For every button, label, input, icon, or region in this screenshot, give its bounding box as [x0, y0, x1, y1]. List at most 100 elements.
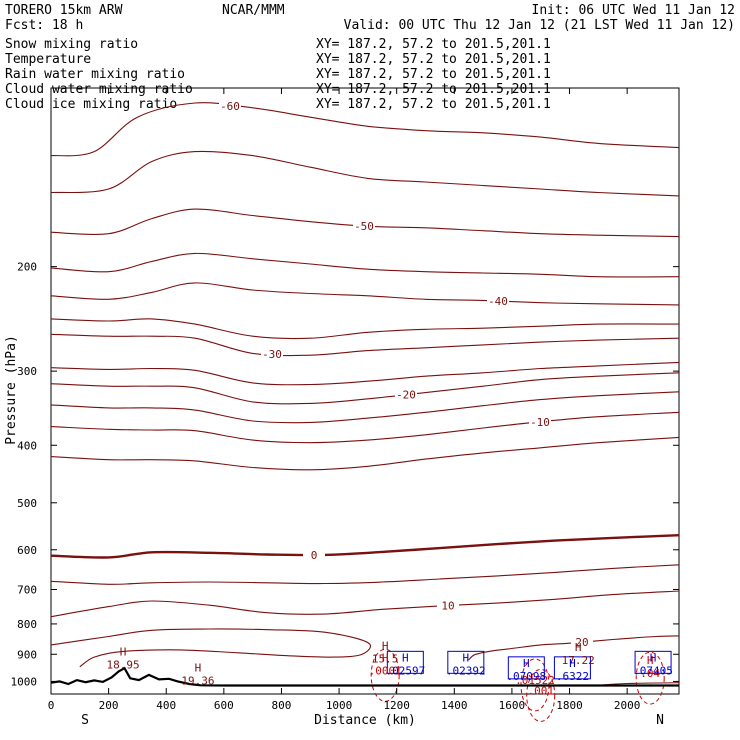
isotherm-line [50, 391, 680, 424]
isotherm-label-bg [395, 387, 417, 401]
marker-layer: H18.95 H19.36H15.5H17.22H.0001.01522.001H… [106, 640, 672, 698]
max-value: 19.36 [181, 674, 214, 687]
x-tick-label: 1600 [499, 699, 526, 712]
x-tick-label: 400 [156, 699, 176, 712]
isotherm-label-bg [571, 635, 593, 649]
isotherm-label: -10 [530, 416, 550, 429]
y-tick-label: 300 [17, 365, 37, 378]
contour-layer: -60 -50 -40 -30 -20 -10 0 10 20 [50, 98, 680, 722]
x-tick-label: 600 [214, 699, 234, 712]
max-marker: H [569, 657, 576, 670]
isotherm-line [50, 282, 680, 306]
isotherm-line [468, 635, 680, 661]
legend-xy: XY= 187.2, 57.2 to 201.5,201.1 [316, 52, 551, 67]
max-value: .01522 [515, 674, 555, 687]
max-marker: H [195, 661, 202, 674]
max-value: .04 [640, 667, 660, 680]
isotherm-label-bg [529, 414, 551, 428]
max-marker: H [382, 640, 389, 653]
x-tick-label: 200 [99, 699, 119, 712]
plot-frame [50, 87, 680, 695]
isotherm-label: -50 [354, 220, 374, 233]
max-marker: H [523, 657, 530, 670]
isotherm-label: -40 [488, 295, 508, 308]
y-tick-label: 1000 [11, 675, 38, 688]
max-marker: H [650, 651, 657, 664]
x-tick-label: 1000 [326, 699, 353, 712]
isotherm-line [50, 590, 680, 618]
max-value: 15.5 [372, 653, 399, 666]
max-value: .02392 [446, 664, 486, 677]
legend-xy: XY= 187.2, 57.2 to 201.5,201.1 [316, 82, 551, 97]
y-tick-label: 900 [17, 648, 37, 661]
isotherm-label-bg [303, 547, 325, 561]
isotherm-label: 0 [311, 549, 318, 562]
max-marker: H [463, 651, 470, 664]
isotherm-label-bg [261, 346, 283, 360]
isotherm-line [50, 628, 371, 668]
y-tick-label: 800 [17, 618, 37, 631]
x-axis-left-end: S [81, 713, 89, 728]
y-axis-label: Pressure (hPa) [4, 335, 19, 445]
isotherm-label: -60 [220, 100, 240, 113]
y-tick-label: 600 [17, 544, 37, 557]
cloud-water-contour [553, 656, 591, 680]
legend-field: Temperature [5, 52, 91, 67]
x-tick-label: 800 [272, 699, 292, 712]
max-value: 18.95 [106, 659, 139, 672]
isotherm-line [50, 564, 680, 585]
isotherm-line [50, 318, 680, 340]
legend-field: Snow mixing ratio [5, 37, 138, 52]
max-value: 17.22 [562, 654, 595, 667]
legend-xy: XY= 187.2, 57.2 to 201.5,201.1 [316, 37, 551, 52]
rain-water-contour [526, 668, 556, 722]
isotherm-label: 20 [575, 636, 588, 649]
y-tick-label: 200 [17, 261, 37, 274]
max-value: .02597 [385, 664, 425, 677]
legend-field: Cloud water mixing ratio [5, 82, 193, 97]
isotherm-label: 10 [441, 600, 454, 613]
isotherm-line [50, 252, 680, 278]
max-marker: H [647, 654, 654, 667]
terrain-layer [50, 666, 679, 687]
axes-layer: 0 200 400 600 800 1000 1200 1400 1600 1800 2000200… [11, 88, 679, 712]
init-time: Init: 06 UTC Wed 11 Jan 12 [532, 3, 736, 18]
cloud-water-contour [634, 650, 672, 674]
isotherm-line [50, 333, 680, 357]
legend-field: Cloud ice mixing ratio [5, 97, 177, 112]
x-tick-label: 0 [48, 699, 55, 712]
x-axis-label: Distance (km) [314, 713, 416, 728]
center-title: NCAR/MMM [222, 3, 285, 18]
legend-field: Rain water mixing ratio [5, 67, 185, 82]
x-tick-label: 2000 [614, 699, 641, 712]
max-value: .6322 [556, 670, 589, 683]
isotherm-label-bg [219, 98, 241, 112]
max-value: .001 [527, 684, 554, 697]
isotherm-line [50, 411, 680, 444]
field-legend: Snow mixing ratio XY= 187.2, 57.2 to 201… [5, 37, 551, 112]
valid-time: Valid: 00 UTC Thu 12 Jan 12 (21 LST Wed … [344, 18, 735, 33]
rain-water-contour [370, 648, 400, 702]
isotherm-line [50, 534, 680, 559]
max-value: .07405 [633, 664, 673, 677]
legend-xy: XY= 187.2, 57.2 to 201.5,201.1 [316, 67, 551, 82]
x-tick-label: 1800 [556, 699, 583, 712]
isotherm-line [50, 208, 680, 238]
isotherm-label-bg [487, 293, 509, 307]
terrain-line [50, 666, 679, 687]
y-tick-label: 500 [17, 497, 37, 510]
isotherm-line [50, 361, 680, 386]
x-tick-label: 1200 [383, 699, 410, 712]
max-marker: H [402, 651, 409, 664]
y-tick-label: 400 [17, 439, 37, 452]
model-title: TORERO 15km ARW [5, 3, 123, 18]
forecast-hour: Fcst: 18 h [5, 18, 83, 33]
isotherm-label-bg [437, 598, 459, 612]
max-marker: H [575, 641, 582, 654]
y-tick-label: 700 [17, 584, 37, 597]
legend-xy: XY= 187.2, 57.2 to 201.5,201.1 [316, 97, 551, 112]
x-axis-right-end: N [656, 713, 664, 728]
max-value: .0001 [369, 664, 402, 677]
max-marker: H [120, 646, 127, 659]
